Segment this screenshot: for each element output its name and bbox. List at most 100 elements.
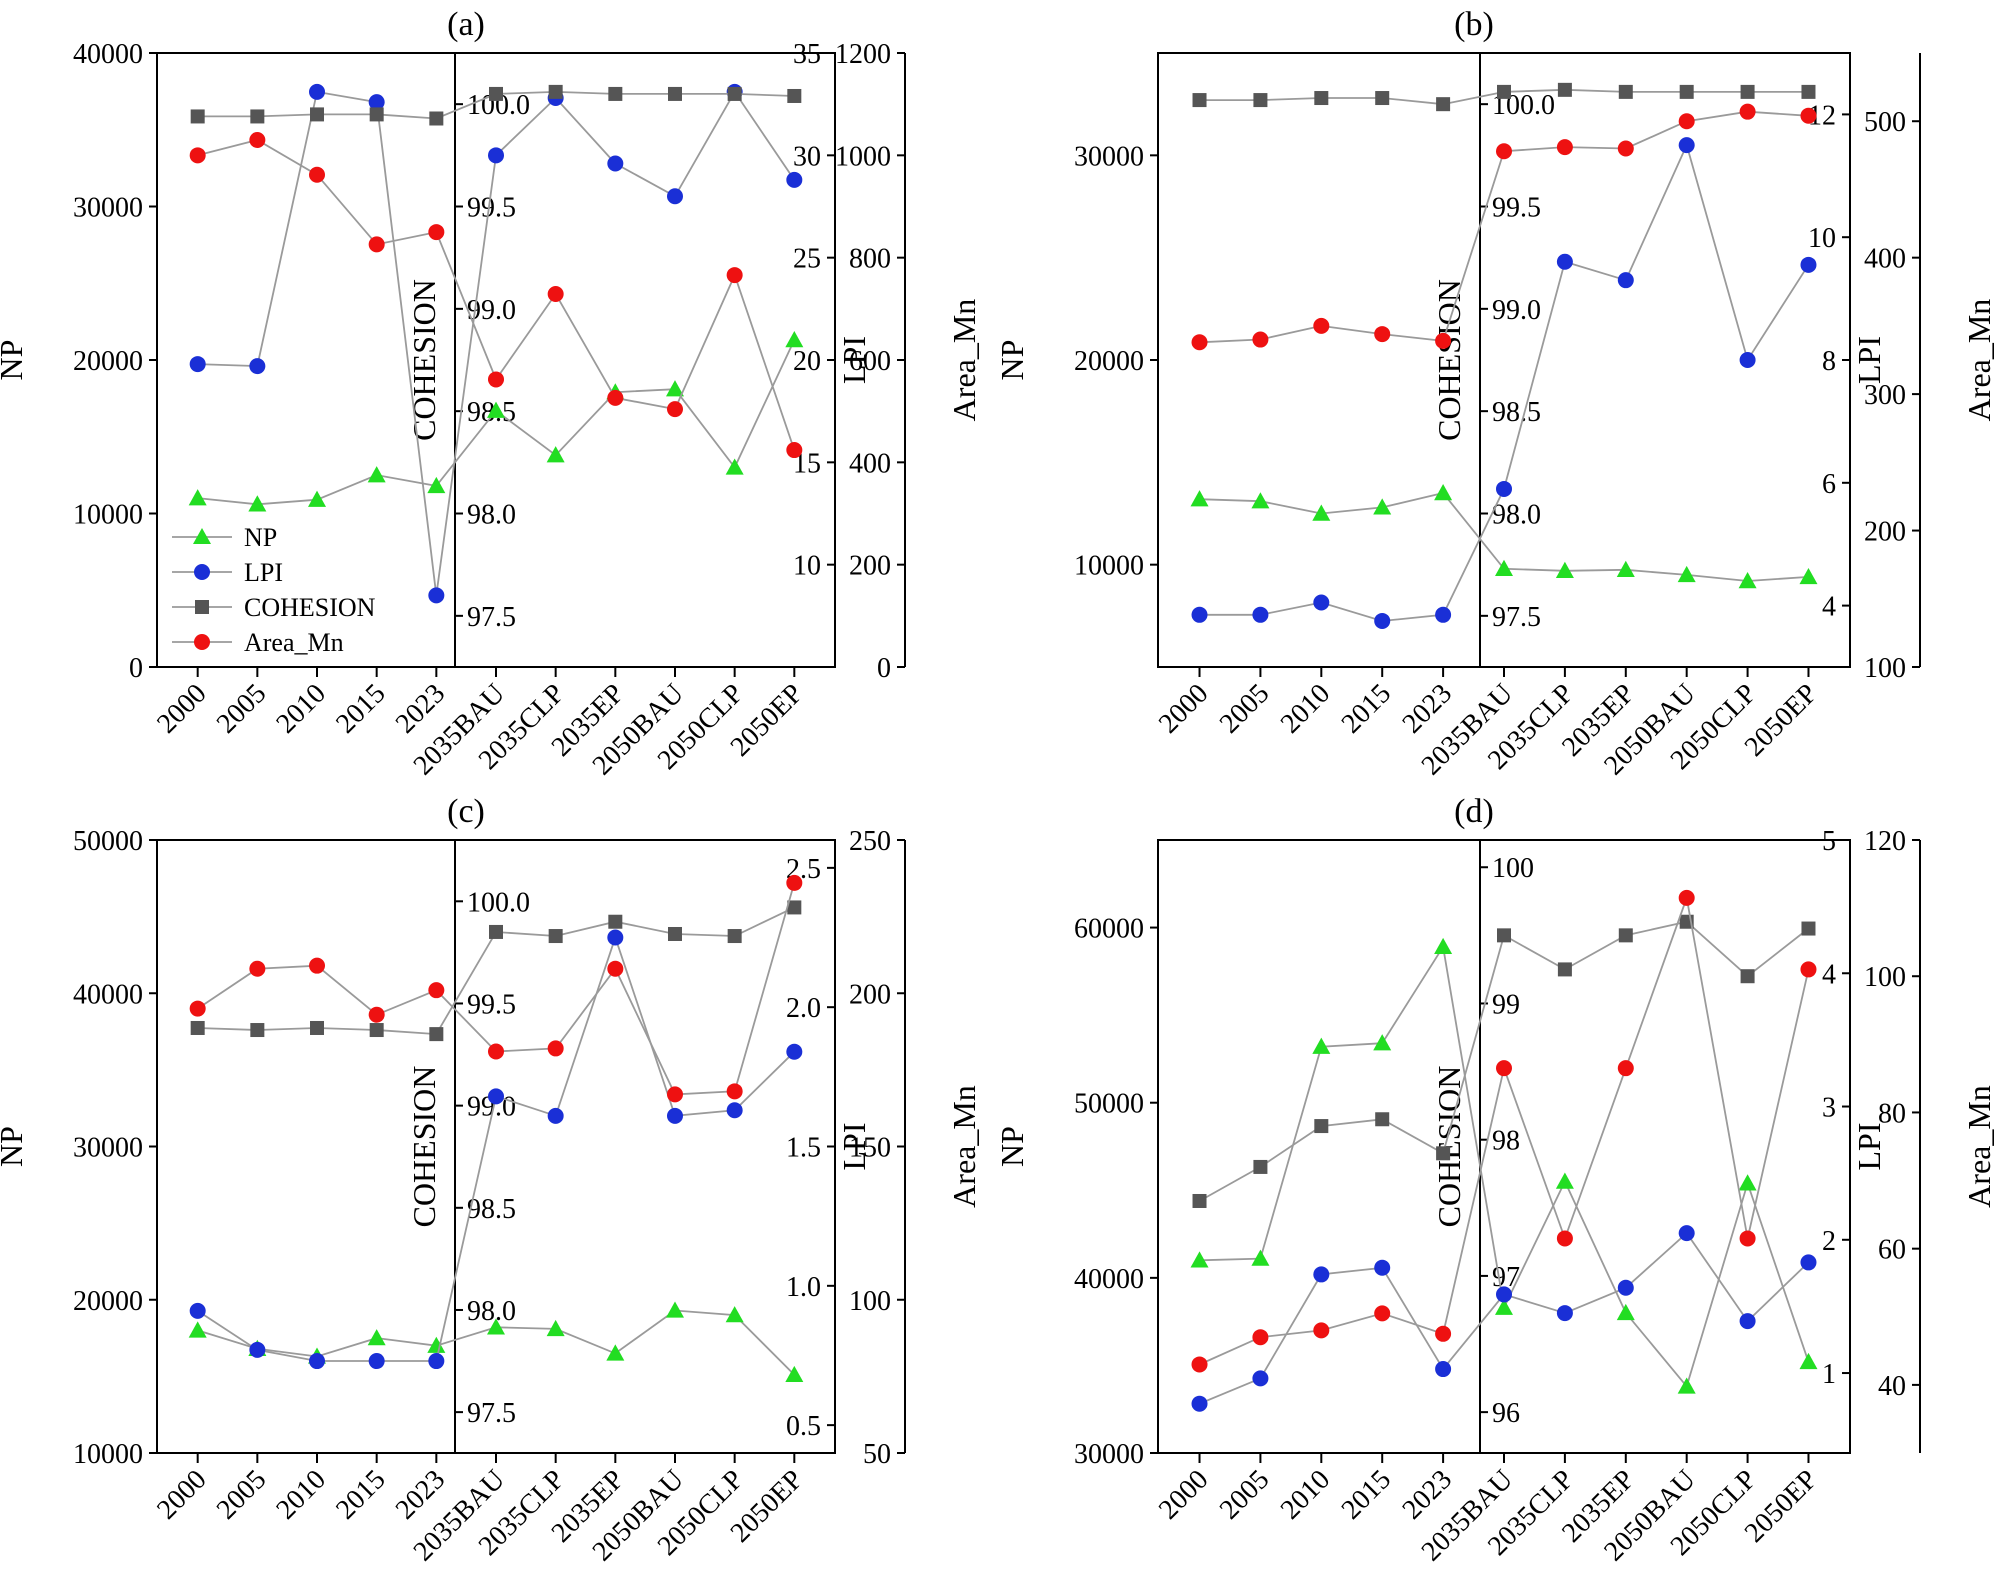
lpi-axis-axis-title: LPI bbox=[1851, 336, 1887, 384]
marker-lpi bbox=[1739, 352, 1756, 368]
marker-area_mn bbox=[249, 131, 266, 148]
marker-cohesion bbox=[429, 1027, 444, 1042]
lpi-axis-tick-label: 4 bbox=[1822, 959, 1836, 990]
marker-area_mn bbox=[1374, 326, 1391, 343]
marker-lpi bbox=[1435, 606, 1452, 623]
marker-cohesion bbox=[608, 86, 623, 101]
marker-np bbox=[1434, 937, 1453, 955]
marker-cohesion bbox=[1253, 93, 1268, 108]
marker-lpi bbox=[1252, 606, 1269, 623]
legend-label: COHESION bbox=[244, 593, 376, 622]
np-axis-tick-label: 30000 bbox=[73, 193, 143, 224]
marker-area_mn bbox=[189, 147, 206, 164]
marker-cohesion bbox=[1253, 1159, 1268, 1174]
marker-lpi bbox=[368, 94, 385, 111]
lpi-axis-tick-label: 1.0 bbox=[786, 1272, 821, 1303]
marker-np bbox=[785, 1365, 804, 1383]
x-tick-label: 2005 bbox=[211, 1464, 273, 1526]
area-axis-axis-title: Area_Mn bbox=[1961, 1085, 1997, 1208]
marker-area_mn bbox=[1556, 1230, 1573, 1247]
marker-cohesion bbox=[250, 109, 265, 124]
area-axis-tick-label: 150 bbox=[849, 1133, 891, 1164]
marker-lpi bbox=[1617, 1279, 1634, 1296]
marker-area_mn bbox=[1496, 143, 1512, 160]
marker-lpi bbox=[1678, 137, 1695, 154]
x-tick-label: 2010 bbox=[270, 1464, 332, 1526]
cohesion-axis-tick-label: 97.5 bbox=[467, 602, 516, 633]
np-axis-tick-label: 20000 bbox=[1074, 346, 1144, 377]
marker-cohesion bbox=[727, 929, 742, 944]
marker-lpi bbox=[786, 171, 803, 188]
marker-np bbox=[546, 446, 565, 463]
marker-cohesion bbox=[1557, 962, 1572, 977]
x-tick-label: 2000 bbox=[151, 1464, 213, 1526]
marker-np bbox=[1312, 1037, 1331, 1054]
marker-lpi bbox=[488, 1088, 504, 1105]
np-axis-tick-label: 40000 bbox=[73, 39, 143, 70]
area-axis-axis-title: Area_Mn bbox=[946, 299, 982, 422]
marker-cohesion bbox=[1801, 84, 1816, 99]
marker-np bbox=[1495, 559, 1513, 576]
marker-lpi bbox=[1739, 1313, 1756, 1330]
marker-lpi bbox=[1313, 594, 1330, 611]
lpi-axis-tick-label: 4 bbox=[1822, 592, 1836, 623]
area-axis-tick-label: 1000 bbox=[835, 141, 891, 172]
np-axis-tick-label: 30000 bbox=[73, 1133, 143, 1164]
marker-cohesion bbox=[1618, 928, 1633, 943]
marker-lpi bbox=[1435, 1361, 1452, 1378]
marker-np bbox=[1738, 572, 1757, 589]
marker-area_mn bbox=[1191, 334, 1208, 351]
marker-np bbox=[1677, 1377, 1696, 1394]
marker-lpi bbox=[1678, 1225, 1695, 1242]
marker-np bbox=[248, 495, 267, 512]
marker-lpi bbox=[1800, 256, 1817, 273]
lpi-axis-tick-label: 20 bbox=[793, 346, 821, 377]
marker-area_mn bbox=[1496, 1060, 1512, 1077]
cohesion-axis-tick-label: 99.0 bbox=[1492, 295, 1541, 326]
marker-lpi bbox=[1496, 1286, 1512, 1303]
marker-area_mn bbox=[607, 389, 624, 406]
np-axis-tick-label: 10000 bbox=[73, 500, 143, 531]
lpi-axis-tick-label: 6 bbox=[1822, 469, 1836, 500]
marker-lpi bbox=[1191, 606, 1208, 623]
marker-np bbox=[188, 1321, 207, 1338]
area-axis-tick-label: 100 bbox=[849, 1286, 891, 1317]
marker-cohesion bbox=[608, 914, 623, 929]
marker-np bbox=[1251, 1249, 1270, 1266]
np-axis-tick-label: 10000 bbox=[1074, 551, 1144, 582]
marker-area_mn bbox=[547, 1040, 564, 1057]
cohesion-axis-axis-title: COHESION bbox=[406, 279, 442, 441]
marker-cohesion bbox=[1557, 82, 1572, 97]
area-axis-tick-label: 50 bbox=[863, 1439, 891, 1470]
area-axis-tick-label: 60 bbox=[1878, 1235, 1906, 1266]
marker-lpi bbox=[488, 147, 504, 164]
marker-area_mn bbox=[786, 442, 803, 459]
marker-np bbox=[1312, 504, 1331, 521]
legend-marker bbox=[195, 600, 209, 614]
legend-label: NP bbox=[244, 523, 277, 552]
x-tick-label: 2015 bbox=[1336, 1464, 1398, 1526]
marker-np bbox=[1555, 1172, 1574, 1189]
marker-cohesion bbox=[667, 86, 682, 101]
marker-np bbox=[1373, 498, 1392, 515]
marker-np bbox=[1799, 567, 1818, 585]
np-axis-tick-label: 30000 bbox=[1074, 1439, 1144, 1470]
series-line-lpi bbox=[1199, 1231, 1810, 1405]
x-tick-label: 2010 bbox=[1275, 1464, 1337, 1526]
area-axis-tick-label: 1200 bbox=[835, 39, 891, 70]
area-axis-tick-label: 400 bbox=[1864, 244, 1906, 275]
cohesion-axis-tick-label: 100.0 bbox=[467, 887, 530, 918]
area-axis-tick-label: 250 bbox=[849, 826, 891, 857]
marker-lpi bbox=[1800, 1254, 1817, 1271]
marker-cohesion bbox=[1375, 91, 1390, 106]
cohesion-axis-tick-label: 99.5 bbox=[467, 989, 516, 1020]
cohesion-axis-tick-label: 98.0 bbox=[467, 500, 516, 531]
x-tick-label: 2005 bbox=[211, 678, 273, 740]
np-axis-tick-label: 10000 bbox=[73, 1439, 143, 1470]
marker-cohesion bbox=[1314, 91, 1329, 106]
marker-area_mn bbox=[1617, 140, 1634, 157]
lpi-axis-tick-label: 1 bbox=[1822, 1359, 1836, 1390]
marker-np bbox=[367, 466, 386, 483]
marker-cohesion bbox=[1192, 1193, 1207, 1208]
